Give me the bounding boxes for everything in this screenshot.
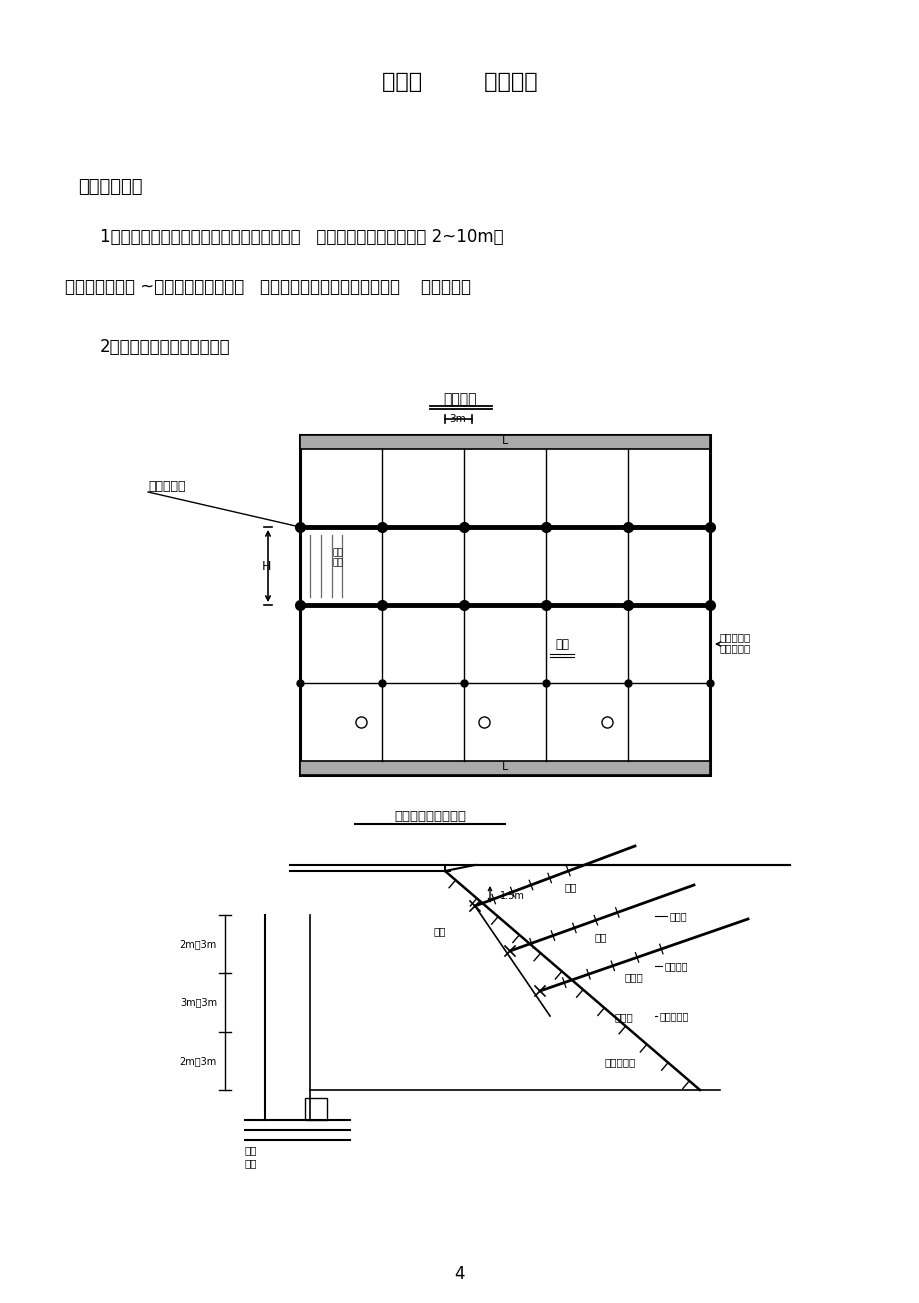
Bar	[300, 761, 709, 775]
Text: 1.5m: 1.5m	[499, 891, 525, 900]
Text: 三排锚杆桩: 三排锚杆桩	[148, 480, 186, 493]
Text: 泄水号水管: 泄水号水管	[659, 1011, 688, 1022]
Text: 锚杆: 锚杆	[555, 637, 569, 650]
Text: 2m～3m: 2m～3m	[179, 1055, 217, 1066]
Bar	[300, 435, 709, 775]
Text: 土锚栓: 土锚栓	[669, 911, 686, 921]
Text: 坡脚: 坡脚	[244, 1145, 257, 1154]
Bar	[708, 603, 712, 607]
Text: 锚杆
示意: 锚杆 示意	[333, 549, 343, 568]
Text: 1、本段挖方边坡地质覆盖层多为粉质粘土、   含砂低液限粘土，厚度为 2~10m，: 1、本段挖方边坡地质覆盖层多为粉质粘土、 含砂低液限粘土，厚度为 2~10m，	[100, 228, 503, 246]
Text: 4: 4	[454, 1265, 465, 1283]
Text: 排水: 排水	[244, 1158, 257, 1167]
Text: 锚杆框架护坡断面图: 锚杆框架护坡断面图	[393, 810, 466, 823]
Text: 土锚栓: 土锚栓	[624, 972, 643, 982]
Bar	[305, 1098, 326, 1121]
Text: 以下为白垩系强 ~中风化泥质粉砂岩、   砂岩，各段岩层产状角度为同，    为切层坡。: 以下为白垩系强 ~中风化泥质粉砂岩、 砂岩，各段岩层产状角度为同， 为切层坡。	[65, 278, 471, 296]
Text: 3m～3m: 3m～3m	[180, 998, 217, 1007]
Text: L: L	[502, 437, 507, 446]
Text: 放工平图: 放工平图	[443, 392, 476, 407]
Text: 混凝土格梁
护坡示意图: 混凝土格梁 护坡示意图	[720, 632, 751, 654]
Text: 锚杆: 锚杆	[595, 932, 607, 942]
Bar	[708, 525, 712, 529]
Text: 混凝土: 混凝土	[614, 1012, 633, 1022]
Text: 坡率: 坡率	[564, 882, 577, 893]
Text: 锚杆: 锚杆	[433, 926, 446, 936]
Bar	[300, 435, 709, 450]
Text: 混凝土框: 混凝土框	[664, 962, 687, 971]
Text: 2、锚杆格梁护坡设计简图：: 2、锚杆格梁护坡设计简图：	[100, 337, 231, 356]
Text: 一、工程概况: 一、工程概况	[78, 179, 142, 195]
Text: H: H	[261, 559, 270, 572]
Text: 第二章        工程概况: 第二章 工程概况	[381, 72, 538, 93]
Text: L: L	[502, 762, 507, 771]
Text: 3m: 3m	[449, 414, 466, 423]
Text: 混凝土号管: 混凝土号管	[605, 1057, 636, 1067]
Text: 2m～3m: 2m～3m	[179, 939, 217, 949]
